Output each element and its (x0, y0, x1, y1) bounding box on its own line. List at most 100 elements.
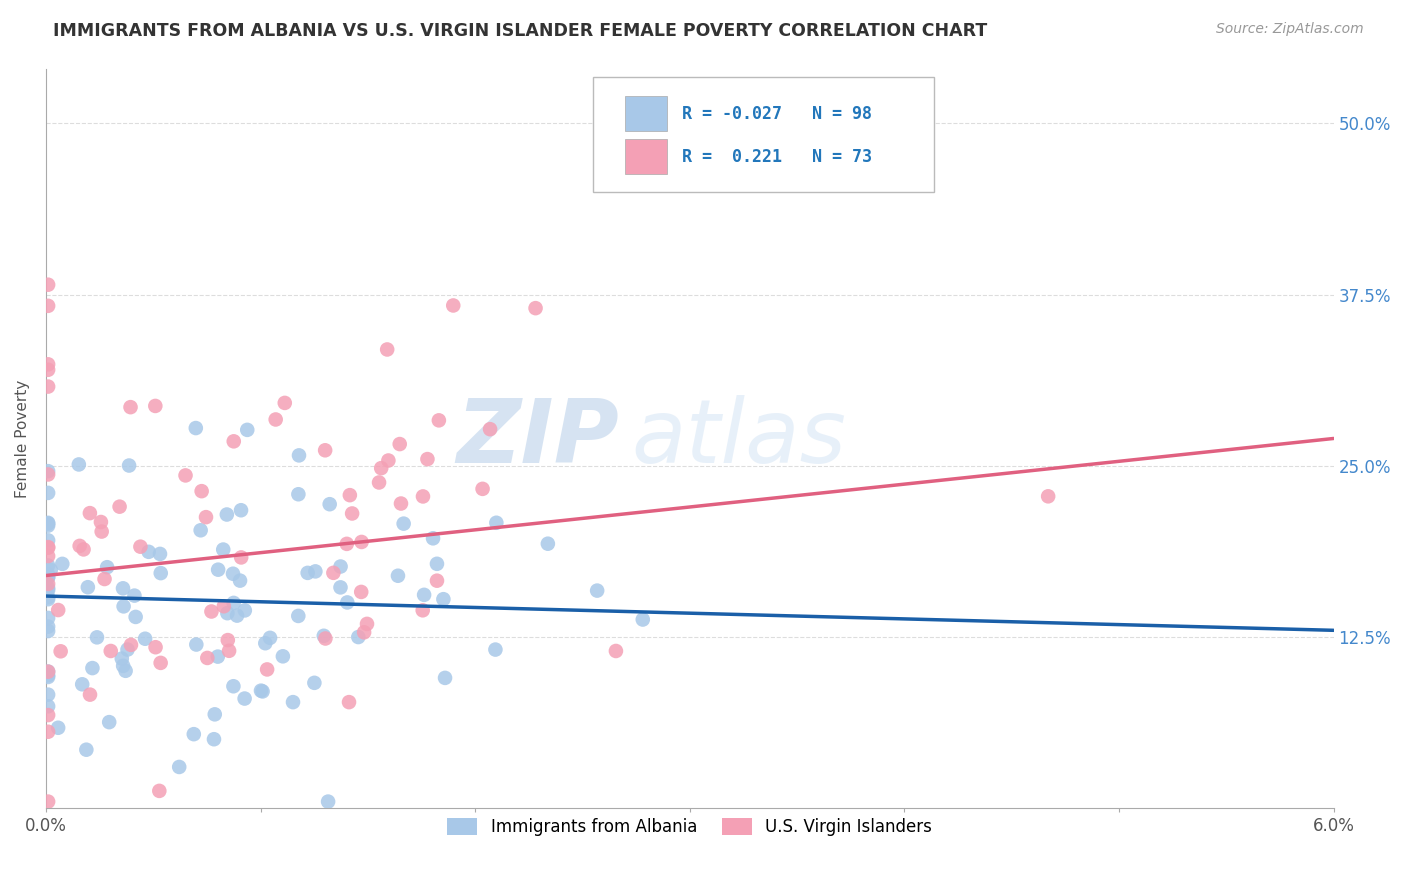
Point (427, 413, 450, 427)
FancyBboxPatch shape (626, 96, 666, 131)
Text: IMMIGRANTS FROM ALBANIA VS U.S. VIRGIN ISLANDER FEMALE POVERTY CORRELATION CHART: IMMIGRANTS FROM ALBANIA VS U.S. VIRGIN I… (53, 22, 987, 40)
Point (111, 651, 134, 665)
Point (287, 487, 309, 501)
Text: R =  0.221   N = 73: R = 0.221 N = 73 (682, 147, 872, 166)
Point (120, 638, 142, 652)
Point (174, 468, 197, 483)
Point (336, 537, 359, 551)
Point (347, 630, 370, 644)
Point (37, 699, 59, 714)
Point (339, 488, 361, 502)
Point (69, 539, 91, 553)
Point (340, 507, 363, 521)
Point (79, 688, 101, 702)
Point (217, 633, 239, 648)
Point (96, 560, 118, 574)
Point (145, 640, 167, 655)
Text: R = -0.027   N = 98: R = -0.027 N = 98 (682, 104, 872, 123)
Point (37, 516, 59, 530)
Point (229, 574, 252, 588)
Point (37, 379, 59, 393)
Point (426, 574, 449, 588)
Point (318, 497, 340, 511)
Point (117, 642, 139, 657)
Point (37, 611, 59, 625)
Point (222, 596, 245, 610)
Legend: Immigrants from Albania, U.S. Virgin Islanders: Immigrants from Albania, U.S. Virgin Isl… (439, 810, 941, 845)
Point (274, 396, 297, 410)
Point (124, 610, 146, 624)
Point (254, 636, 277, 650)
Point (37, 558, 59, 573)
Point (353, 625, 375, 640)
Text: Source: ZipAtlas.com: Source: ZipAtlas.com (1216, 22, 1364, 37)
Point (37, 577, 59, 591)
Point (256, 662, 278, 676)
Point (37, 795, 59, 809)
Point (329, 580, 352, 594)
Point (432, 592, 454, 607)
Point (51, 557, 73, 571)
Point (108, 500, 131, 514)
Point (37, 581, 59, 595)
Point (37, 619, 59, 633)
Point (37, 592, 59, 607)
Point (72, 542, 94, 557)
Point (93, 572, 115, 586)
Point (212, 599, 235, 614)
Point (67, 458, 90, 472)
Point (370, 461, 392, 475)
Point (37, 486, 59, 500)
Y-axis label: Female Poverty: Female Poverty (15, 379, 30, 498)
Point (37, 665, 59, 679)
Point (484, 642, 506, 657)
Point (259, 631, 281, 645)
Point (37, 516, 59, 531)
Point (387, 568, 409, 582)
Point (37, 533, 59, 548)
Point (413, 588, 436, 602)
Point (37, 583, 59, 598)
Point (412, 490, 434, 504)
Point (82, 661, 104, 675)
Point (148, 784, 170, 798)
Point (356, 616, 378, 631)
Point (149, 656, 172, 670)
Point (37, 624, 59, 638)
Point (479, 422, 502, 436)
Text: atlas: atlas (631, 395, 846, 482)
Point (586, 583, 609, 598)
Point (37, 299, 59, 313)
Point (118, 458, 141, 473)
Point (252, 684, 274, 698)
Point (37, 363, 59, 377)
Point (388, 437, 411, 451)
Point (233, 603, 256, 617)
Point (46, 603, 69, 617)
Point (441, 298, 464, 312)
Point (233, 691, 256, 706)
Point (37, 724, 59, 739)
Point (485, 516, 508, 530)
Point (37, 591, 59, 605)
Point (222, 434, 245, 449)
Point (76, 580, 98, 594)
Point (392, 516, 415, 531)
Point (79, 506, 101, 520)
Point (120, 400, 142, 414)
Point (537, 537, 560, 551)
Point (389, 496, 412, 510)
Point (631, 613, 654, 627)
Point (271, 649, 294, 664)
Point (204, 707, 226, 722)
Point (350, 585, 373, 599)
Point (312, 629, 335, 643)
Point (90, 515, 112, 529)
Point (149, 566, 172, 581)
Point (190, 484, 212, 499)
Point (322, 566, 344, 580)
Point (368, 475, 391, 490)
Point (112, 599, 135, 614)
Point (37, 567, 59, 582)
Point (37, 570, 59, 584)
